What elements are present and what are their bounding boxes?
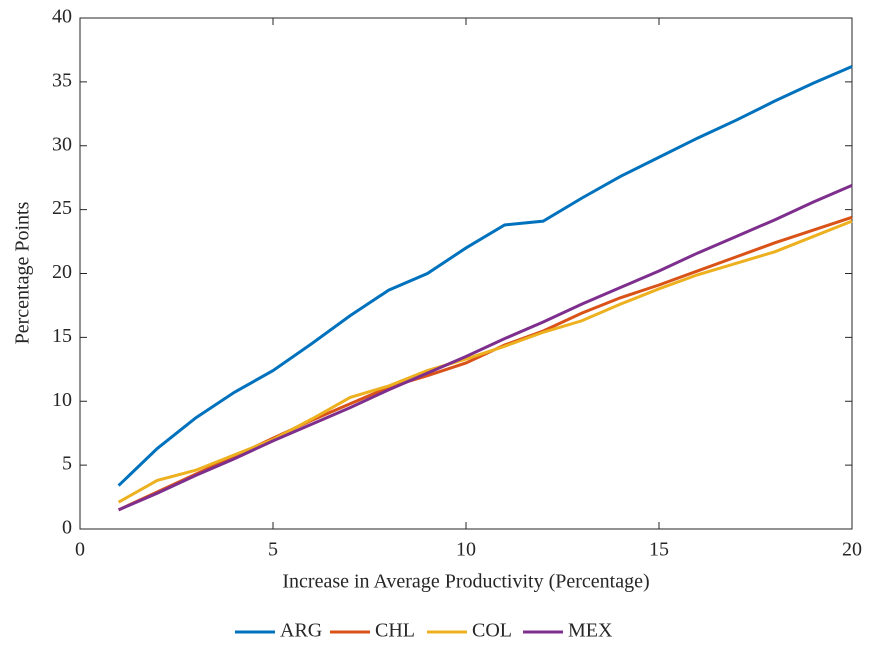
x-tick-label: 20 — [842, 539, 862, 561]
y-tick-label: 25 — [52, 197, 72, 219]
y-tick-label: 30 — [52, 133, 72, 155]
y-tick-label: 35 — [52, 69, 72, 91]
plot-frame — [79, 17, 853, 530]
legend-label: MEX — [568, 620, 613, 642]
x-tick-label: 0 — [75, 539, 85, 561]
y-tick-label: 20 — [52, 261, 72, 283]
y-axis-label: Percentage Points — [12, 201, 34, 344]
line-series — [117, 65, 853, 487]
x-tick-label: 10 — [456, 539, 476, 561]
y-tick-label: 5 — [62, 453, 72, 475]
legend-label: COL — [472, 620, 512, 642]
line-series — [118, 183, 853, 512]
y-tick-label: 10 — [52, 389, 72, 411]
x-tick-label: 5 — [268, 539, 278, 561]
x-tick-label: 15 — [649, 539, 669, 561]
legend-label: ARG — [280, 620, 322, 642]
x-axis-label: Increase in Average Productivity (Percen… — [282, 571, 649, 593]
line-series — [117, 219, 853, 504]
y-tick-label: 40 — [52, 6, 72, 28]
legend-label: CHL — [375, 620, 415, 642]
y-tick-label: 0 — [62, 517, 72, 539]
y-tick-label: 15 — [52, 325, 72, 347]
